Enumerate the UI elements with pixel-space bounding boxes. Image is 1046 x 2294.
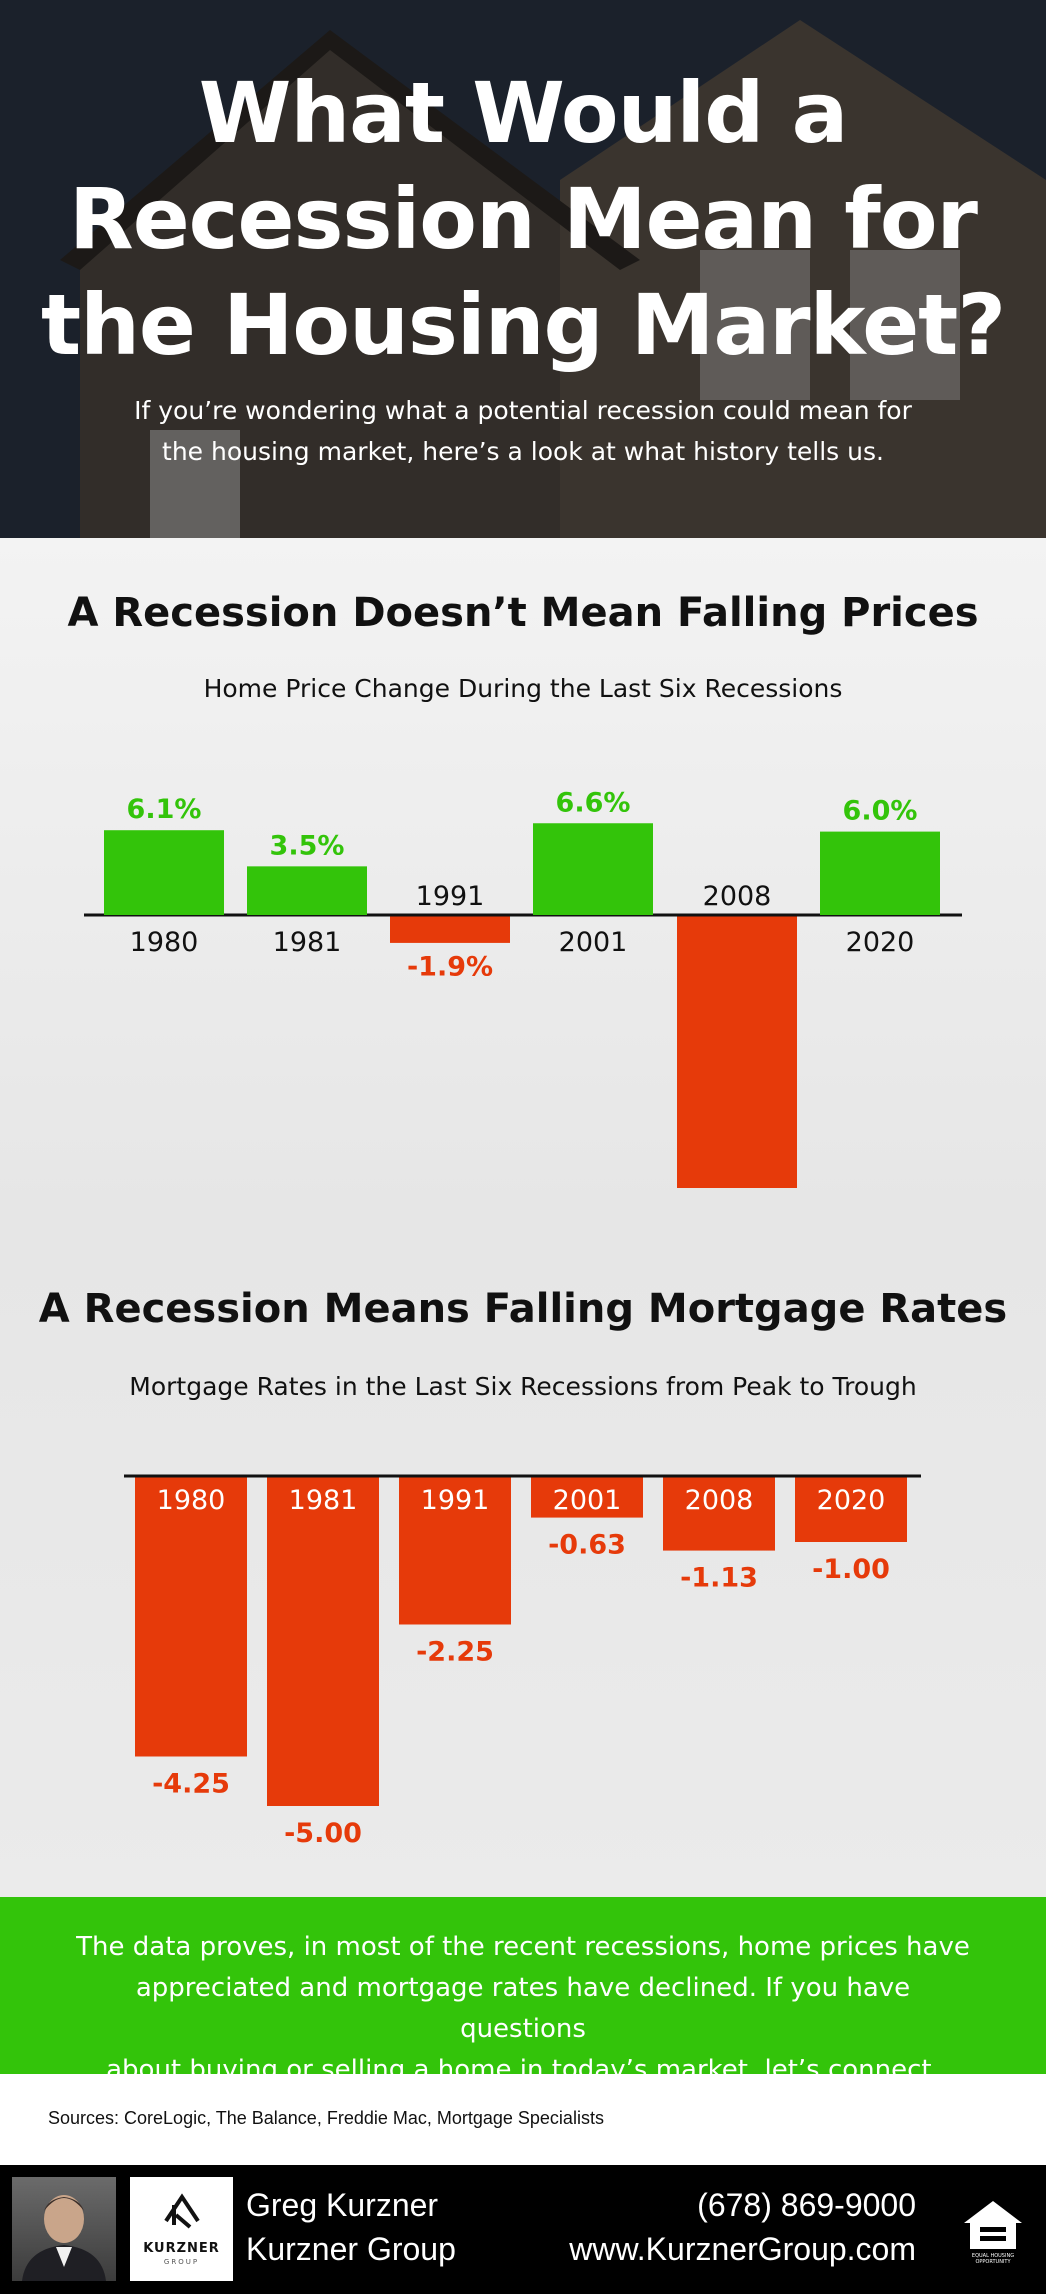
subtitle-line-2: the housing market, here’s a look at wha…: [162, 437, 884, 466]
rate-value-label-1980: -4.25: [152, 1769, 230, 1800]
price-year-label-2001: 2001: [559, 927, 628, 958]
sources-text: Sources: CoreLogic, The Balance, Freddie…: [48, 2108, 604, 2128]
rate-value-label-2001: -0.63: [548, 1530, 626, 1561]
price-bar-1991: [390, 916, 510, 943]
rate-bar-1980: [135, 1476, 247, 1757]
price-bar-1980: [104, 830, 224, 915]
price-value-label-2001: 6.6%: [556, 787, 631, 818]
rate-year-label-1991: 1991: [421, 1485, 490, 1516]
agent-website-link[interactable]: www.KurznerGroup.com: [569, 2231, 916, 2267]
mortgage-rate-chart: 1980 -4.25 1981 -5.00 1991 -2.25 2001 -0.63 2008…: [124, 1474, 921, 1849]
page-subtitle: If you’re wondering what a potential rec…: [120, 390, 926, 472]
rate-value-label-1981: -5.00: [284, 1818, 362, 1849]
equal-housing-opportunity-icon: EQUAL HOUSING OPPORTUNITY: [964, 2201, 1022, 2265]
charts-section: A Recession Doesn’t Mean Falling Prices …: [0, 538, 1046, 1897]
price-value-label-1981: 3.5%: [270, 830, 345, 861]
agent-phone[interactable]: (678) 869-9000: [697, 2187, 916, 2223]
price-year-label-1991: 1991: [416, 881, 485, 912]
rate-bar-2001: [531, 1476, 643, 1518]
rate-year-label-2001: 2001: [553, 1485, 622, 1516]
price-bar-2020: [820, 831, 940, 915]
page-title: What Would a Recession Mean for the Hous…: [0, 60, 1046, 378]
price-year-label-2020: 2020: [846, 927, 915, 958]
price-bar-2001: [533, 823, 653, 915]
rate-year-label-2008: 2008: [685, 1485, 754, 1516]
price-bar-1981: [247, 866, 367, 915]
sources-band: Sources: CoreLogic, The Balance, Freddie…: [0, 2074, 1046, 2165]
call-to-action-band: The data proves, in most of the recent r…: [0, 1897, 1046, 2085]
section-title-rates: A Recession Means Falling Mortgage Rates: [38, 1286, 1008, 1332]
agent-photo-icon: [12, 2177, 116, 2281]
call-to-action-text: The data proves, in most of the recent r…: [70, 1927, 976, 2091]
rate-year-label-2020: 2020: [817, 1485, 886, 1516]
title-line-3: the Housing Market?: [40, 276, 1006, 374]
rate-year-label-1980: 1980: [157, 1485, 226, 1516]
price-bar-2008: [677, 916, 797, 1188]
agent-company: Kurzner Group: [246, 2231, 456, 2267]
house-background-image: [0, 0, 1046, 538]
logo-wordmark: KURZNER: [143, 2241, 220, 2256]
price-value-label-1980: 6.1%: [127, 794, 202, 825]
rate-value-label-2008: -1.13: [680, 1563, 758, 1594]
cta-line-2: appreciated and mortgage rates have decl…: [135, 1973, 911, 2044]
hero-banner: What Would a Recession Mean for the Hous…: [0, 0, 1046, 538]
rate-year-label-1981: 1981: [289, 1485, 358, 1516]
agent-footer: KURZNER GROUP Greg Kurzner Kurzner Group…: [0, 2165, 1046, 2294]
rate-bar-1981: [267, 1476, 379, 1806]
home-price-chart: 19806.1%19813.5%1991-1.9%20016.6%2008-19…: [84, 787, 962, 1188]
price-year-label-2008: 2008: [703, 881, 772, 912]
company-logo: KURZNER GROUP: [130, 2177, 233, 2281]
price-value-label-2020: 6.0%: [843, 796, 918, 827]
house-k-logo-icon: [164, 2193, 200, 2229]
price-year-label-1981: 1981: [273, 927, 342, 958]
cta-line-1: The data proves, in most of the recent r…: [76, 1932, 970, 1962]
rate-bar-2020: [795, 1476, 907, 1542]
chart-subtitle-rates: Mortgage Rates in the Last Six Recession…: [129, 1372, 917, 1401]
chart-subtitle-prices: Home Price Change During the Last Six Re…: [203, 674, 843, 703]
subtitle-line-1: If you’re wondering what a potential rec…: [134, 396, 912, 425]
price-year-label-1980: 1980: [130, 927, 199, 958]
section-title-prices: A Recession Doesn’t Mean Falling Prices: [67, 590, 979, 636]
rate-value-label-1991: -2.25: [416, 1637, 494, 1668]
agent-name: Greg Kurzner: [246, 2187, 439, 2223]
logo-subtext: GROUP: [163, 2258, 200, 2266]
title-line-1: What Would a: [198, 64, 849, 162]
rate-value-label-2020: -1.00: [812, 1554, 890, 1585]
rate-bar-2008: [663, 1476, 775, 1551]
rate-bar-1991: [399, 1476, 511, 1625]
title-line-2: Recession Mean for: [69, 170, 978, 268]
price-value-label-1991: -1.9%: [407, 951, 493, 982]
svg-text:EQUAL HOUSING: EQUAL HOUSING: [972, 2253, 1014, 2259]
svg-text:OPPORTUNITY: OPPORTUNITY: [975, 2259, 1011, 2265]
